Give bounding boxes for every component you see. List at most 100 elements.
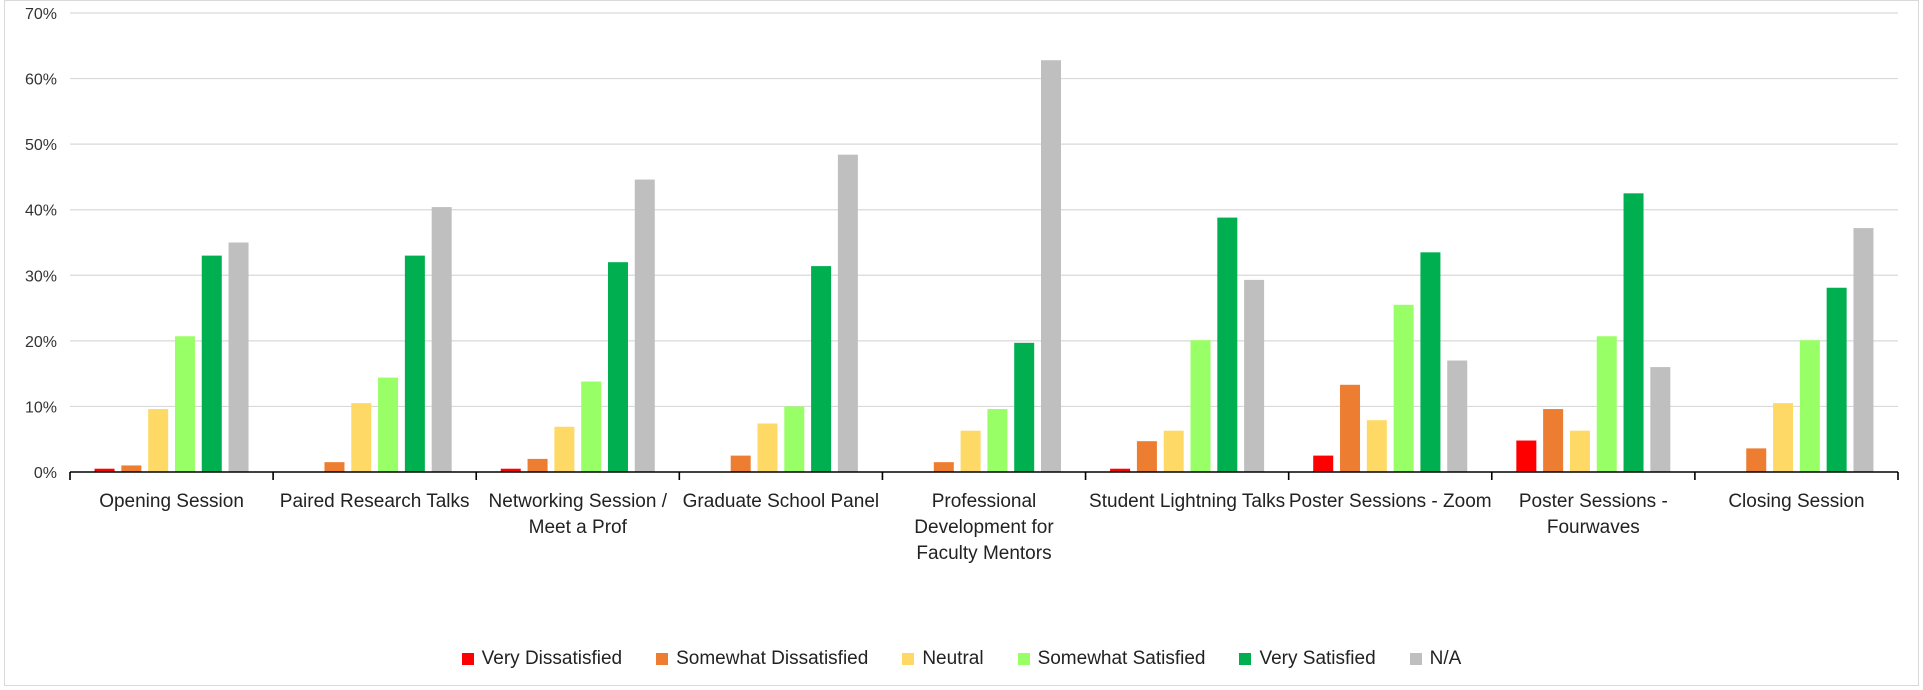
bar: [174, 336, 195, 472]
y-tick-label: 0%: [34, 465, 57, 482]
category-label: Poster Sessions - Zoom: [1289, 491, 1492, 512]
legend-label: Somewhat Satisfied: [1037, 648, 1206, 669]
legend-label: N/A: [1429, 648, 1462, 669]
category-label-line: Opening Session: [99, 491, 244, 512]
legend-label: Very Dissatisfied: [481, 648, 623, 669]
bar: [1313, 455, 1334, 472]
bar: [94, 468, 115, 472]
grid-lines: [70, 12, 1898, 408]
category-label-line: Student Lightning Talks: [1089, 491, 1285, 512]
y-tick-label: 30%: [25, 268, 57, 285]
bar: [1110, 468, 1131, 472]
bar: [960, 430, 981, 472]
bar: [1217, 217, 1238, 472]
bar: [634, 179, 655, 472]
category-label-line: Paired Research Talks: [280, 491, 470, 512]
x-axis: [69, 471, 1899, 480]
bar: [1447, 360, 1468, 472]
bar: [1136, 441, 1157, 472]
legend-item: Very Dissatisfied: [461, 648, 623, 670]
bar: [1014, 342, 1035, 472]
category-labels: Opening Session Paired Research Talks Netw…: [99, 491, 1864, 564]
bar: [1340, 384, 1361, 472]
category-label: Graduate School Panel: [683, 491, 879, 512]
y-tick-label: 60%: [25, 72, 57, 89]
bar: [1393, 304, 1414, 472]
y-tick-label: 70%: [25, 6, 57, 23]
bar: [228, 242, 249, 472]
bar: [1163, 430, 1184, 472]
bar: [987, 409, 1008, 472]
bar: [1366, 420, 1387, 472]
bar: [1543, 409, 1564, 472]
category-label-line: Development for: [914, 517, 1054, 538]
bar: [121, 465, 142, 472]
category-label: Student Lightning Talks: [1089, 491, 1285, 512]
bar: [1773, 403, 1794, 472]
bar: [1244, 279, 1265, 472]
bar: [1623, 193, 1644, 473]
legend-label: Neutral: [922, 648, 984, 669]
bar: [811, 266, 832, 472]
category-label-line: Professional: [932, 491, 1037, 512]
legend-swatch: [461, 653, 474, 665]
legend-swatch: [1017, 653, 1030, 665]
bar: [527, 458, 548, 472]
bar: [378, 377, 399, 472]
category-label-line: Fourwaves: [1547, 517, 1640, 538]
category-label: Professional Development for Faculty Mento…: [914, 491, 1054, 564]
bar: [1596, 336, 1617, 472]
y-tick-label: 40%: [25, 203, 57, 220]
y-axis-ticks: 0% 10% 20% 30% 40% 50% 60% 70%: [25, 6, 57, 482]
bar: [1826, 287, 1847, 472]
category-label: Opening Session: [99, 491, 244, 512]
legend: Very Dissatisfied Somewhat Dissatisfied Ne…: [0, 648, 1923, 670]
bar: [1650, 367, 1671, 472]
legend-item: N/A: [1409, 648, 1462, 670]
bar: [607, 262, 628, 472]
bar: [148, 409, 169, 472]
bar: [554, 426, 575, 472]
bars: [94, 60, 1874, 473]
bar: [1569, 430, 1590, 472]
y-tick-label: 50%: [25, 137, 57, 154]
bar: [1853, 228, 1874, 472]
bar: [837, 154, 858, 473]
bar: [500, 468, 521, 472]
bar: [730, 455, 751, 472]
legend-item: Somewhat Dissatisfied: [656, 648, 868, 670]
bar: [933, 462, 954, 472]
legend-label: Very Satisfied: [1259, 648, 1376, 669]
y-tick-label: 10%: [25, 399, 57, 416]
bar: [1420, 252, 1441, 472]
category-label: Closing Session: [1728, 491, 1864, 512]
category-label-line: Poster Sessions -: [1519, 491, 1668, 512]
bar: [581, 381, 602, 472]
bar: [351, 403, 372, 472]
bar: [1746, 448, 1767, 472]
bar: [431, 207, 452, 472]
category-label-line: Faculty Mentors: [916, 543, 1051, 564]
legend-item: Somewhat Satisfied: [1017, 648, 1206, 670]
bar: [201, 255, 222, 472]
bar: [404, 255, 425, 472]
legend-swatch: [1409, 653, 1422, 665]
legend-swatch: [902, 653, 915, 665]
bar: [324, 462, 345, 472]
bar: [784, 406, 805, 472]
category-label: Networking Session / Meet a Prof: [489, 491, 668, 538]
legend-swatch: [656, 653, 669, 665]
bar: [1799, 340, 1820, 472]
legend-item: Very Satisfied: [1239, 648, 1376, 670]
category-label-line: Closing Session: [1728, 491, 1864, 512]
bar: [1516, 440, 1537, 472]
category-label: Poster Sessions - Fourwaves: [1519, 491, 1668, 538]
legend-item: Neutral: [902, 648, 984, 670]
category-label-line: Meet a Prof: [529, 517, 628, 538]
bar: [1190, 340, 1211, 472]
bar: [757, 423, 778, 472]
y-tick-label: 20%: [25, 334, 57, 351]
legend-label: Somewhat Dissatisfied: [676, 648, 869, 669]
category-label: Paired Research Talks: [280, 491, 470, 512]
